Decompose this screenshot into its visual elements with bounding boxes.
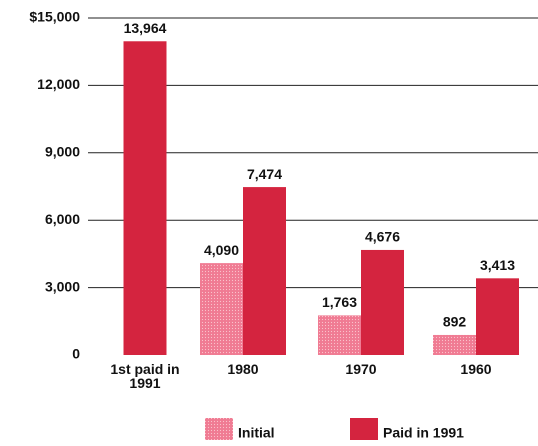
y-tick-label: $15,000	[29, 9, 80, 25]
bar	[318, 315, 361, 355]
y-tick-label: 0	[72, 346, 80, 362]
bar	[433, 334, 476, 355]
legend-swatch	[350, 418, 378, 440]
value-label: 4,090	[204, 242, 239, 258]
y-tick-label: 9,000	[45, 144, 80, 160]
value-label: 7,474	[247, 166, 282, 182]
x-tick-label: 1st paid in 1991	[110, 361, 180, 391]
x-tick-label: 1960	[460, 361, 492, 377]
bar	[123, 41, 167, 356]
x-tick-label: 1970	[345, 361, 377, 377]
value-label: 4,676	[365, 229, 400, 245]
bar	[476, 278, 519, 355]
value-label: 1,763	[322, 294, 357, 310]
value-label: 3,413	[480, 257, 515, 273]
y-tick-label: 6,000	[45, 211, 80, 227]
bar	[243, 187, 286, 355]
y-tick-label: 3,000	[45, 278, 80, 294]
x-tick-label: 1980	[227, 361, 259, 377]
legend-swatch	[205, 418, 233, 440]
bar	[200, 263, 243, 355]
y-tick-label: 12,000	[37, 76, 80, 92]
value-label: 892	[443, 314, 467, 330]
value-label: 13,964	[124, 20, 167, 36]
legend-label: Initial	[238, 425, 275, 441]
bar	[361, 249, 404, 355]
legend-label: Paid in 1991	[383, 425, 464, 441]
